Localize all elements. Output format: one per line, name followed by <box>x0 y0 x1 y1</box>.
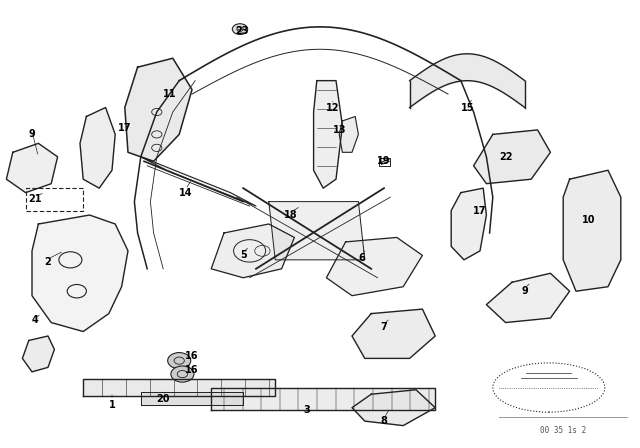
Text: 11: 11 <box>163 89 177 99</box>
Text: 2: 2 <box>45 257 51 267</box>
Text: 13: 13 <box>332 125 346 135</box>
Text: 8: 8 <box>381 416 387 426</box>
Text: 22: 22 <box>499 152 513 162</box>
Text: 17: 17 <box>473 206 487 215</box>
Polygon shape <box>83 379 275 396</box>
Polygon shape <box>141 392 243 405</box>
Polygon shape <box>211 388 435 410</box>
Polygon shape <box>339 116 358 152</box>
Text: 00 35 1s 2: 00 35 1s 2 <box>540 426 586 435</box>
Text: 3: 3 <box>304 405 310 415</box>
Polygon shape <box>314 81 342 188</box>
Polygon shape <box>269 202 365 260</box>
Polygon shape <box>474 130 550 184</box>
Text: 15: 15 <box>460 103 474 112</box>
Text: 18: 18 <box>284 210 298 220</box>
Text: 6: 6 <box>358 253 365 263</box>
Text: 5: 5 <box>240 250 246 260</box>
Text: 7: 7 <box>381 322 387 332</box>
Text: 19: 19 <box>377 156 391 166</box>
Polygon shape <box>451 188 486 260</box>
Bar <box>379 158 390 166</box>
Circle shape <box>168 353 191 369</box>
Polygon shape <box>141 157 256 206</box>
Polygon shape <box>352 309 435 358</box>
Polygon shape <box>352 390 435 426</box>
Text: 16: 16 <box>185 351 199 361</box>
Polygon shape <box>486 273 570 323</box>
Text: 1: 1 <box>109 401 115 410</box>
Text: 12: 12 <box>326 103 340 112</box>
Polygon shape <box>125 58 192 161</box>
Text: 10: 10 <box>582 215 596 224</box>
Text: 17: 17 <box>118 123 132 133</box>
Polygon shape <box>80 108 115 188</box>
Polygon shape <box>6 143 58 193</box>
Text: 23: 23 <box>235 26 249 36</box>
Circle shape <box>232 24 248 34</box>
Text: 14: 14 <box>179 188 193 198</box>
Text: 4: 4 <box>32 315 38 325</box>
Polygon shape <box>326 237 422 296</box>
Text: 20: 20 <box>156 394 170 404</box>
Polygon shape <box>32 215 128 332</box>
Polygon shape <box>563 170 621 291</box>
Text: 9: 9 <box>29 129 35 139</box>
Text: 21: 21 <box>28 194 42 204</box>
Polygon shape <box>211 224 294 278</box>
Circle shape <box>171 366 194 382</box>
Text: 16: 16 <box>185 365 199 375</box>
Polygon shape <box>22 336 54 372</box>
Text: 9: 9 <box>522 286 528 296</box>
